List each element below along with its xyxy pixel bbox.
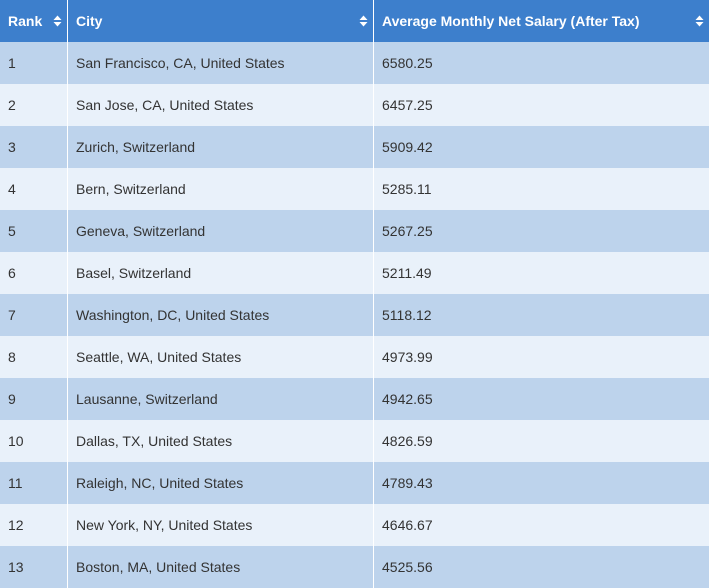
table-cell: 5285.11	[382, 181, 432, 197]
table-cell: 4525.56	[382, 559, 433, 575]
table-cell: 5267.25	[382, 223, 433, 239]
table-cell: 4973.99	[382, 349, 433, 365]
table-cell: 5909.42	[382, 139, 433, 155]
table-cell: Raleigh, NC, United States	[68, 462, 374, 504]
table-row: 13 Boston, MA, United States 4525.56	[0, 546, 709, 588]
table-cell: 1	[0, 42, 68, 84]
table-row: 12 New York, NY, United States 4646.67	[0, 504, 709, 546]
sort-icon	[695, 15, 704, 27]
table-cell: Boston, MA, United States	[68, 546, 374, 588]
header-text: Rank	[8, 13, 43, 29]
table-cell: 12	[0, 504, 68, 546]
column-header[interactable]: Rank	[0, 0, 68, 42]
table-row: 7 Washington, DC, United States 5118.12	[0, 294, 709, 336]
table-cell: San Jose, CA, United States	[68, 84, 374, 126]
sort-icon	[53, 15, 62, 27]
table-row: 8 Seattle, WA, United States 4973.99	[0, 336, 709, 378]
table-cell: San Francisco, CA, United States	[68, 42, 374, 84]
table-cell: 11	[0, 462, 68, 504]
table-cell: 4826.59	[382, 433, 433, 449]
table-cell: 13	[0, 546, 68, 588]
header-text: City	[76, 13, 103, 29]
table-cell: 9	[0, 378, 68, 420]
table-cell: 5211.49	[382, 265, 432, 281]
table-cell: 5118.12	[382, 307, 432, 323]
column-header[interactable]: Average Monthly Net Salary (After Tax)	[374, 0, 709, 42]
table-cell: Geneva, Switzerland	[68, 210, 374, 252]
table-cell: New York, NY, United States	[68, 504, 374, 546]
table-cell: 3	[0, 126, 68, 168]
table-row: 9 Lausanne, Switzerland 4942.65	[0, 378, 709, 420]
table-row: 2 San Jose, CA, United States 6457.25	[0, 84, 709, 126]
sort-icon	[359, 15, 368, 27]
table-cell: 7	[0, 294, 68, 336]
table-cell: 4789.43	[382, 475, 433, 491]
table-row: 6 Basel, Switzerland 5211.49	[0, 252, 709, 294]
table-cell: 6580.25	[382, 55, 433, 71]
table-cell: 10	[0, 420, 68, 462]
table-cell: Lausanne, Switzerland	[68, 378, 374, 420]
table-row: 11 Raleigh, NC, United States 4789.43	[0, 462, 709, 504]
table-cell: Dallas, TX, United States	[68, 420, 374, 462]
table-row: 5 Geneva, Switzerland 5267.25	[0, 210, 709, 252]
table-row: 1 San Francisco, CA, United States 6580.25	[0, 42, 709, 84]
table-cell: 6	[0, 252, 68, 294]
table-cell: 8	[0, 336, 68, 378]
table-row: 3 Zurich, Switzerland 5909.42	[0, 126, 709, 168]
header-text: Average Monthly Net Salary (After Tax)	[382, 13, 640, 29]
table-cell: Seattle, WA, United States	[68, 336, 374, 378]
table-cell: 6457.25	[382, 97, 433, 113]
table-cell: Bern, Switzerland	[68, 168, 374, 210]
table-row: 10 Dallas, TX, United States 4826.59	[0, 420, 709, 462]
table-cell: Basel, Switzerland	[68, 252, 374, 294]
table-cell: 4646.67	[382, 517, 433, 533]
table-cell: 5	[0, 210, 68, 252]
table-cell: Zurich, Switzerland	[68, 126, 374, 168]
header-row: Rank City Average Monthly Net Salary (Afte…	[0, 0, 709, 42]
table-cell: 4942.65	[382, 391, 433, 407]
table-cell: Washington, DC, United States	[68, 294, 374, 336]
column-header[interactable]: City	[68, 0, 374, 42]
table-cell: 4	[0, 168, 68, 210]
table-cell: 2	[0, 84, 68, 126]
table-row: 4 Bern, Switzerland 5285.11	[0, 168, 709, 210]
